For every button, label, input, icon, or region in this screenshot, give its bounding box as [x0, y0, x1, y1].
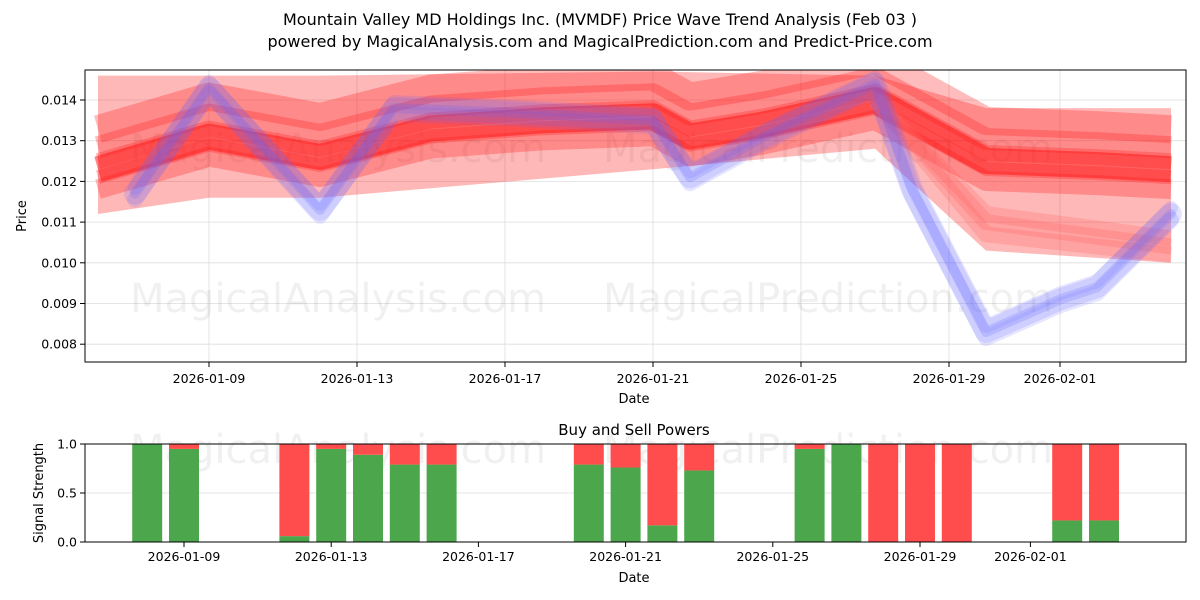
- svg-text:0.009: 0.009: [41, 296, 77, 311]
- chart-canvas: MagicalAnalysis.com MagicalPrediction.co…: [0, 0, 1200, 600]
- svg-text:2026-01-21: 2026-01-21: [589, 549, 662, 564]
- svg-text:1.0: 1.0: [57, 437, 77, 452]
- signal-bar: [1089, 444, 1119, 542]
- price-x-label: Date: [618, 392, 649, 407]
- svg-text:0.014: 0.014: [41, 93, 77, 108]
- power-y-label: Signal Strength: [32, 443, 47, 543]
- price-y-label: Price: [15, 200, 30, 232]
- svg-text:0.0: 0.0: [57, 535, 77, 550]
- svg-text:2026-01-29: 2026-01-29: [884, 549, 957, 564]
- signal-bar: [427, 444, 457, 542]
- svg-text:2026-01-17: 2026-01-17: [469, 371, 542, 386]
- svg-text:2026-01-29: 2026-01-29: [913, 371, 986, 386]
- red-trend-bands: [98, 60, 1171, 263]
- signal-bar: [132, 444, 162, 542]
- svg-text:2026-02-01: 2026-02-01: [994, 549, 1067, 564]
- signal-bar: [795, 444, 825, 542]
- svg-text:0.010: 0.010: [41, 255, 77, 270]
- svg-text:2026-01-25: 2026-01-25: [765, 371, 838, 386]
- signal-bar: [390, 444, 420, 542]
- signal-bar: [684, 444, 714, 542]
- svg-text:2026-02-01: 2026-02-01: [1024, 371, 1097, 386]
- signal-bar: [169, 444, 199, 542]
- svg-text:2026-01-25: 2026-01-25: [736, 549, 809, 564]
- signal-bar: [647, 444, 677, 542]
- signal-bar: [831, 444, 861, 542]
- signal-bar: [905, 444, 935, 542]
- svg-text:2026-01-09: 2026-01-09: [173, 371, 246, 386]
- svg-text:0.012: 0.012: [41, 174, 77, 189]
- svg-text:MagicalAnalysis.com: MagicalAnalysis.com: [130, 276, 546, 322]
- signal-bar: [316, 444, 346, 542]
- svg-text:0.013: 0.013: [41, 133, 77, 148]
- svg-text:0.011: 0.011: [41, 215, 77, 230]
- signal-bar: [868, 444, 898, 542]
- power-x-axis: 2026-01-09 2026-01-13 2026-01-17 2026-01-21…: [148, 542, 1067, 564]
- svg-text:2026-01-17: 2026-01-17: [442, 549, 515, 564]
- svg-text:0.008: 0.008: [41, 337, 77, 352]
- signal-bar: [353, 444, 383, 542]
- svg-text:2026-01-13: 2026-01-13: [321, 371, 394, 386]
- power-y-axis: 0.0 0.5 1.0: [57, 437, 85, 550]
- signal-bar: [1052, 444, 1082, 542]
- svg-text:2026-01-09: 2026-01-09: [148, 549, 221, 564]
- signal-bar: [574, 444, 604, 542]
- price-x-axis: 2026-01-09 2026-01-13 2026-01-17 2026-01-21…: [173, 362, 1097, 386]
- signal-bar: [942, 444, 972, 542]
- svg-text:2026-01-21: 2026-01-21: [617, 371, 690, 386]
- svg-text:0.5: 0.5: [57, 486, 77, 501]
- signal-bar: [611, 444, 641, 542]
- svg-text:2026-01-13: 2026-01-13: [295, 549, 368, 564]
- price-y-axis: 0.008 0.009 0.010 0.011 0.012 0.013 0.014: [41, 93, 85, 352]
- signal-bar: [279, 444, 309, 542]
- power-x-label: Date: [618, 571, 649, 586]
- buy-sell-bars: [132, 444, 1119, 542]
